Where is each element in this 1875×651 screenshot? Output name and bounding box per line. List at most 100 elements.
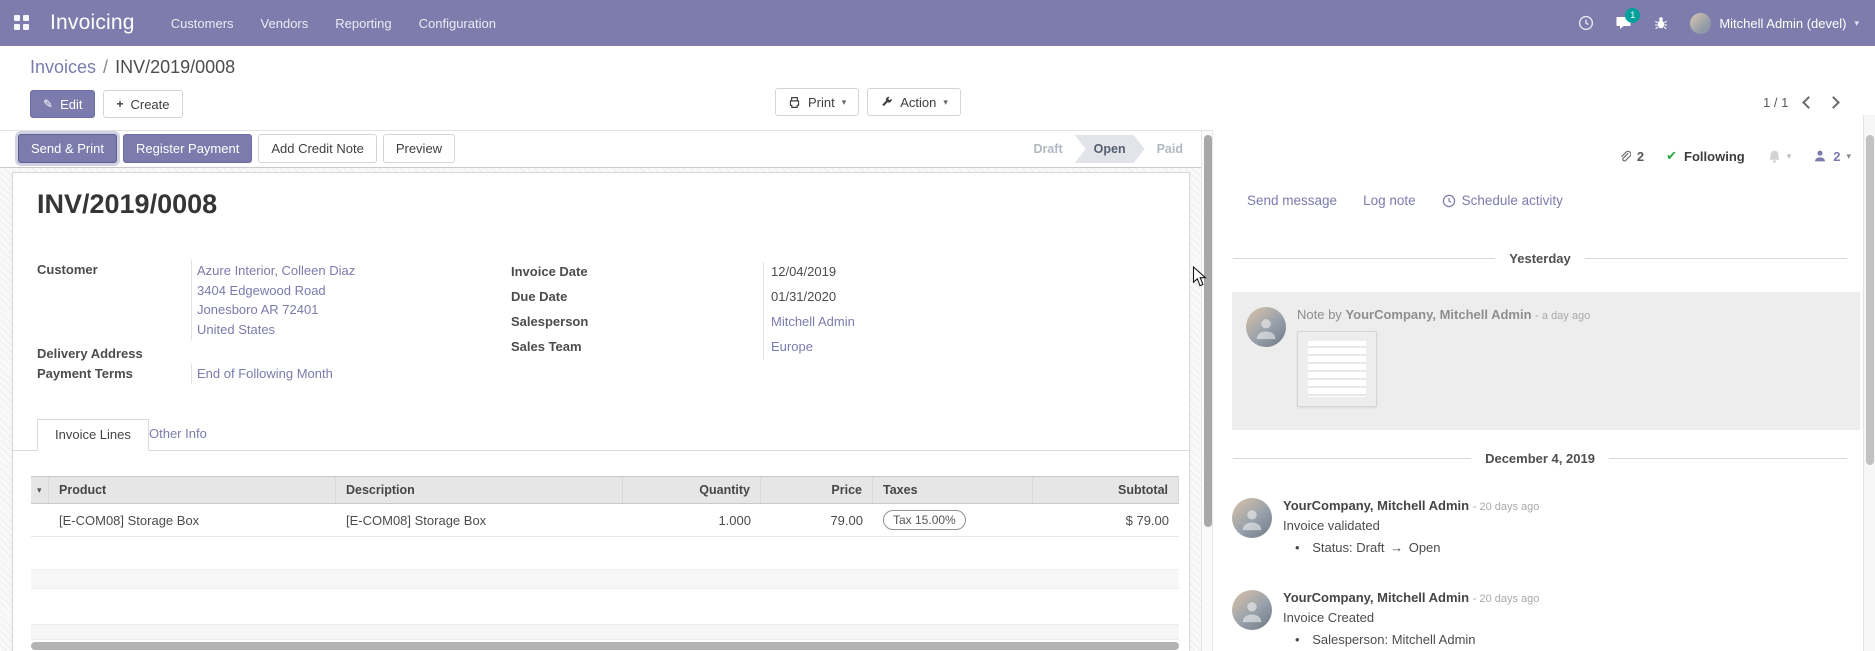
send-print-button[interactable]: Send & Print bbox=[18, 134, 117, 163]
record-buttons: ✎ Edit + Create bbox=[30, 90, 183, 118]
pager-previous-icon[interactable] bbox=[1802, 96, 1816, 109]
pager-next-icon[interactable] bbox=[1827, 96, 1841, 109]
apps-menu-icon[interactable] bbox=[14, 15, 30, 31]
column-price[interactable]: Price bbox=[761, 477, 873, 503]
action-label: Action bbox=[900, 94, 937, 110]
tax-tag: Tax 15.00% bbox=[883, 510, 966, 530]
arrow-right-icon: → bbox=[1390, 540, 1404, 555]
cell-description: [E-COM08] Storage Box bbox=[346, 512, 487, 528]
tracking-field: Salesperson: bbox=[1312, 632, 1389, 647]
sales-team-link[interactable]: Europe bbox=[771, 339, 813, 354]
salesperson-label: Salesperson bbox=[511, 314, 589, 329]
tab-other-info[interactable]: Other Info bbox=[149, 426, 207, 441]
message: YourCompany, Mitchell Admin - 20 days ag… bbox=[1232, 498, 1559, 555]
table-header-row: ▾ Product Description Quantity Price Tax… bbox=[31, 476, 1179, 504]
message-header: YourCompany, Mitchell Admin - 20 days ag… bbox=[1283, 590, 1539, 605]
send-message-label: Send message bbox=[1247, 193, 1338, 208]
preview-button[interactable]: Preview bbox=[382, 134, 456, 163]
add-credit-note-label: Add Credit Note bbox=[271, 141, 364, 156]
add-credit-note-button[interactable]: Add Credit Note bbox=[258, 134, 377, 163]
cell-subtotal: $ 79.00 bbox=[1125, 512, 1169, 528]
empty-row-stripe bbox=[31, 569, 1179, 589]
sales-team-label: Sales Team bbox=[511, 339, 582, 354]
state-draft[interactable]: Draft bbox=[1033, 142, 1063, 156]
customer-city[interactable]: Jonesboro AR 72401 bbox=[197, 302, 319, 317]
message-time: - a day ago bbox=[1535, 310, 1591, 322]
sort-caret-icon[interactable]: ▾ bbox=[37, 484, 42, 495]
state-paid[interactable]: Paid bbox=[1156, 142, 1183, 156]
user-avatar bbox=[1690, 12, 1712, 34]
state-open[interactable]: Open bbox=[1075, 135, 1145, 163]
state-open-label: Open bbox=[1093, 142, 1126, 156]
menu-reporting[interactable]: Reporting bbox=[335, 15, 392, 31]
message-body: Invoice Created bbox=[1283, 610, 1375, 625]
menu-configuration[interactable]: Configuration bbox=[418, 15, 496, 31]
chatter-toolbar: 2 ✔ Following ▾ 2 ▾ bbox=[1617, 148, 1851, 164]
breadcrumb-separator: / bbox=[103, 57, 109, 77]
customer-label: Customer bbox=[37, 262, 98, 277]
message-header: YourCompany, Mitchell Admin - 20 days ag… bbox=[1283, 498, 1539, 513]
date-divider: Yesterday bbox=[1233, 251, 1847, 266]
column-subtotal[interactable]: Subtotal bbox=[1033, 477, 1179, 503]
tracking-old-value: Draft bbox=[1356, 540, 1385, 555]
register-payment-button[interactable]: Register Payment bbox=[123, 134, 253, 163]
edit-label: Edit bbox=[60, 96, 83, 112]
column-product[interactable]: Product bbox=[49, 477, 336, 503]
customer-street[interactable]: 3404 Edgewood Road bbox=[197, 282, 326, 298]
breadcrumb-invoices-link[interactable]: Invoices bbox=[30, 57, 97, 77]
chatter-scrollbar-thumb[interactable] bbox=[1866, 135, 1874, 465]
person-icon bbox=[1813, 149, 1827, 163]
due-date-value: 01/31/2020 bbox=[771, 289, 837, 304]
follower-count: 2 bbox=[1833, 148, 1841, 164]
avatar bbox=[1232, 590, 1272, 630]
send-message-link[interactable]: Send message bbox=[1247, 193, 1337, 208]
tab-invoice-lines[interactable]: Invoice Lines bbox=[37, 419, 149, 451]
subscription-bell-button[interactable]: ▾ bbox=[1767, 149, 1791, 164]
action-button[interactable]: Action ▾ bbox=[867, 88, 961, 116]
menu-customers[interactable]: Customers bbox=[170, 15, 234, 31]
top-navbar: Invoicing Customers Vendors Reporting Co… bbox=[0, 0, 1875, 46]
user-name: Mitchell Admin (devel) bbox=[1719, 15, 1847, 31]
note-prefix: Note by bbox=[1297, 307, 1342, 322]
activity-clock-icon[interactable] bbox=[1578, 15, 1594, 31]
menu-vendors[interactable]: Vendors bbox=[260, 15, 309, 31]
column-description[interactable]: Description bbox=[336, 477, 623, 503]
create-label: Create bbox=[130, 96, 170, 112]
field-separator bbox=[763, 262, 764, 360]
app-name[interactable]: Invoicing bbox=[50, 11, 135, 34]
log-note-link[interactable]: Log note bbox=[1363, 193, 1416, 208]
message: YourCompany, Mitchell Admin - 20 days ag… bbox=[1232, 590, 1559, 647]
message-author[interactable]: YourCompany, Mitchell Admin bbox=[1283, 590, 1470, 605]
form-statusbar: Send & Print Register Payment Add Credit… bbox=[0, 131, 1201, 168]
column-taxes[interactable]: Taxes bbox=[873, 477, 1033, 503]
attachments-button[interactable]: 2 bbox=[1617, 149, 1644, 164]
user-menu[interactable]: Mitchell Admin (devel) ▾ bbox=[1690, 12, 1859, 34]
chatter-panel: 2 ✔ Following ▾ 2 ▾ Send message Log not… bbox=[1213, 115, 1863, 651]
wrench-icon bbox=[880, 96, 893, 109]
customer-country[interactable]: United States bbox=[197, 321, 276, 337]
salesperson-link[interactable]: Mitchell Admin bbox=[771, 314, 855, 329]
plus-icon: + bbox=[116, 97, 124, 111]
print-button[interactable]: Print ▾ bbox=[775, 88, 860, 116]
following-button[interactable]: ✔ Following bbox=[1666, 148, 1745, 164]
invoice-line-row[interactable]: [E-COM08] Storage Box [E-COM08] Storage … bbox=[31, 504, 1179, 537]
debug-bug-icon[interactable] bbox=[1653, 15, 1669, 31]
status-pipeline: Draft Open Paid bbox=[1021, 135, 1195, 163]
messages-icon[interactable]: 1 bbox=[1615, 8, 1641, 31]
column-quantity[interactable]: Quantity bbox=[623, 477, 761, 503]
payment-terms-link[interactable]: End of Following Month bbox=[197, 366, 333, 381]
schedule-activity-label: Schedule activity bbox=[1461, 193, 1563, 208]
message-author[interactable]: YourCompany, Mitchell Admin bbox=[1283, 498, 1470, 513]
form-scrollbar-thumb[interactable] bbox=[1204, 135, 1212, 527]
followers-button[interactable]: 2 ▾ bbox=[1813, 149, 1851, 164]
notebook-tabs: Invoice Lines Other Info bbox=[13, 419, 1189, 451]
message-author[interactable]: YourCompany, Mitchell Admin bbox=[1345, 307, 1532, 322]
attachment-preview[interactable] bbox=[1297, 331, 1377, 407]
delivery-address-label: Delivery Address bbox=[37, 346, 143, 361]
schedule-activity-link[interactable]: Schedule activity bbox=[1442, 193, 1563, 208]
customer-name-link[interactable]: Azure Interior, Colleen Diaz bbox=[197, 263, 356, 278]
create-button[interactable]: + Create bbox=[103, 90, 183, 118]
empty-row-stripe bbox=[31, 624, 1179, 640]
edit-button[interactable]: ✎ Edit bbox=[30, 90, 96, 118]
horizontal-scrollbar-thumb[interactable] bbox=[31, 642, 1179, 650]
